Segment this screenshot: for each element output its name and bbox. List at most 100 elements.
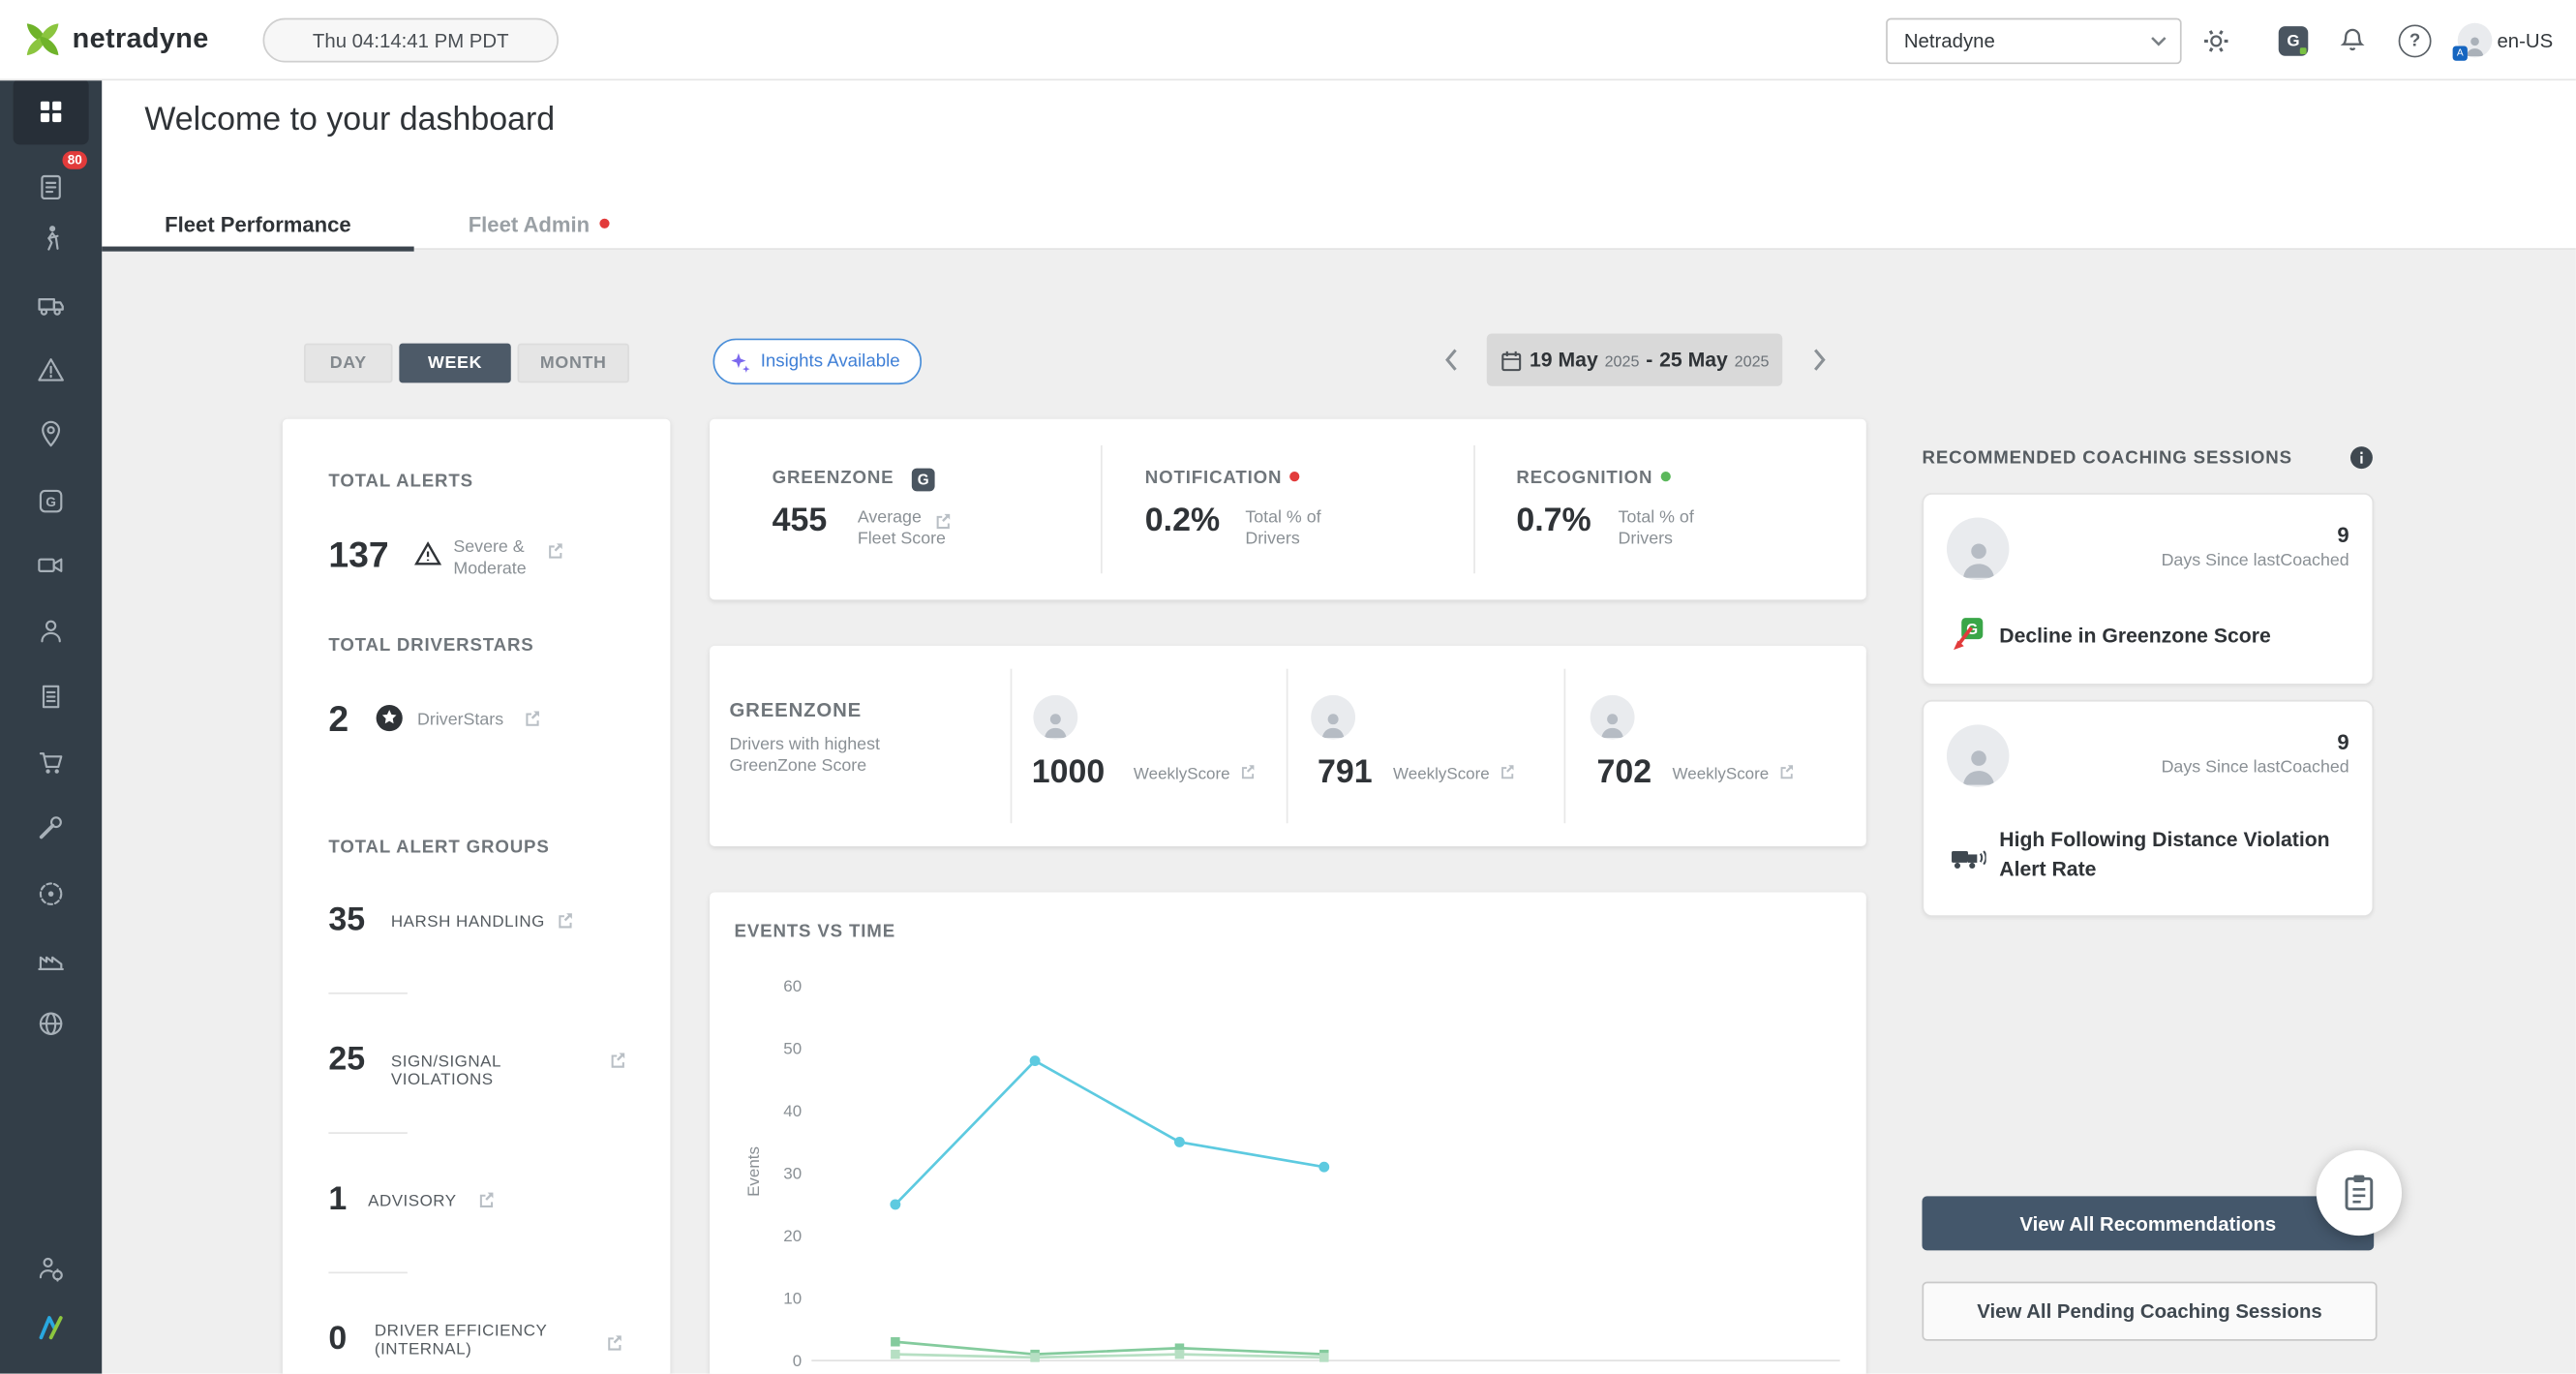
coaching-session-card[interactable]: 9 Days Since lastCoached G Decline in Gr… (1922, 493, 2374, 686)
driver-avatar (1591, 695, 1635, 740)
active-item-tile (14, 78, 89, 144)
coaching-title: RECOMMENDED COACHING SESSIONS (1922, 447, 2291, 467)
locale-label: en-US (2497, 30, 2553, 53)
range-day-button[interactable]: DAY (304, 344, 393, 383)
coaching-clipboard-fab[interactable] (2317, 1150, 2402, 1236)
session-avatar (1947, 724, 2009, 786)
kpi-recognition-label: Total % of Drivers (1619, 507, 1711, 551)
warning-icon (414, 540, 442, 566)
org-selector-dropdown[interactable]: Netradyne (1886, 18, 2181, 65)
alerts-summary-card: TOTAL ALERTS 137 Severe & Moderate TOTAL… (283, 419, 670, 1374)
clipboard-icon (2340, 1172, 2379, 1214)
days-since-label: Days Since lastCoached (2162, 757, 2349, 777)
sidebar-item-pedestrian[interactable] (0, 209, 102, 268)
alert-group-value: 25 (328, 1042, 365, 1080)
greenzone-badge-icon[interactable]: G (2279, 26, 2309, 56)
app-root: netradyne Thu 04:14:41 PM PDT Netradyne … (0, 0, 2576, 1374)
tab-bar: Fleet Performance Fleet Admin (102, 200, 2576, 250)
sidebar-item-dashboard[interactable] (0, 82, 102, 141)
coaching-session-card[interactable]: 9 Days Since lastCoached High Following … (1922, 700, 2374, 917)
range-week-button[interactable]: WEEK (399, 344, 510, 383)
external-link-icon[interactable] (933, 511, 953, 531)
star-badge-icon (375, 703, 405, 733)
alert-group-value: 1 (328, 1181, 347, 1219)
svg-text:30: 30 (783, 1165, 802, 1183)
page-title: Welcome to your dashboard (144, 102, 555, 139)
greenzone-top-drivers-card: GREENZONE Drivers with highest GreenZone… (710, 646, 1866, 846)
external-link-icon[interactable] (608, 1050, 627, 1069)
external-link-icon[interactable] (476, 1190, 496, 1209)
top-header: netradyne Thu 04:14:41 PM PDT Netradyne … (0, 0, 2576, 80)
driver-score-label: WeeklyScore (1134, 766, 1230, 786)
timestamp-text: Thu 04:14:41 PM PDT (313, 29, 509, 52)
help-icon[interactable]: ? (2399, 24, 2432, 57)
date-range-button[interactable]: 19 May 2025 - 25 May 2025 (1487, 333, 1782, 385)
sidebar-item-terminals[interactable] (0, 931, 102, 990)
globe-icon (36, 1009, 66, 1039)
sidebar-item-locations[interactable] (0, 404, 102, 463)
svg-text:0: 0 (793, 1352, 802, 1370)
days-since-value: 9 (2337, 729, 2349, 753)
greenzone-decline-icon: G (1950, 616, 1985, 652)
external-link-icon[interactable] (1499, 762, 1517, 780)
date-end: 25 May (1659, 349, 1728, 372)
notifications-bell-icon[interactable] (2338, 24, 2368, 55)
sidebar-item-tools[interactable] (0, 799, 102, 858)
date-start: 19 May (1530, 349, 1598, 372)
driverstars-value: 2 (328, 698, 349, 741)
green-dot (1661, 472, 1671, 481)
view-all-recommendations-button[interactable]: View All Recommendations (1922, 1196, 2374, 1250)
greenzone-card-subtitle: Drivers with highest GreenZone Score (729, 735, 885, 779)
sidebar-item-cameras[interactable] (0, 535, 102, 595)
external-link-icon[interactable] (556, 910, 575, 930)
alert-groups-title: TOTAL ALERT GROUPS (328, 838, 549, 857)
kpi-recognition-title: RECOGNITION (1516, 469, 1671, 488)
view-all-pending-button[interactable]: View All Pending Coaching Sessions (1922, 1282, 2377, 1341)
session-avatar (1947, 518, 2009, 580)
sidebar: 80 G (0, 78, 102, 1373)
days-since-value: 9 (2337, 523, 2349, 547)
sidebar-item-fleet[interactable] (0, 274, 102, 333)
total-alerts-title: TOTAL ALERTS (328, 472, 472, 491)
sidebar-item-geofence[interactable] (0, 865, 102, 924)
total-alerts-value: 137 (328, 534, 388, 577)
svg-text:G: G (45, 495, 56, 509)
insights-available-button[interactable]: Insights Available (712, 339, 921, 385)
sidebar-item-reports[interactable] (0, 667, 102, 726)
sidebar-item-admin[interactable] (0, 1239, 102, 1298)
sidebar-item-alerts[interactable] (0, 340, 102, 399)
greenzone-card-title: GREENZONE (729, 698, 862, 721)
tab-fleet-admin[interactable]: Fleet Admin (440, 200, 638, 247)
date-next-button[interactable] (1803, 345, 1834, 375)
divider (1011, 669, 1013, 824)
divider (328, 1271, 407, 1273)
driver-person-icon (36, 616, 66, 646)
tab-fleet-performance[interactable]: Fleet Performance (102, 200, 413, 252)
date-start-year: 2025 (1605, 352, 1640, 371)
sidebar-item-netradyne-mark[interactable] (0, 1298, 102, 1358)
user-avatar[interactable]: A (2458, 23, 2493, 58)
days-since-label: Days Since lastCoached (2162, 550, 2349, 569)
external-link-icon[interactable] (604, 1332, 623, 1352)
driverstars-label: DriverStars (417, 710, 503, 731)
range-month-button[interactable]: MONTH (518, 344, 629, 383)
dashboard-grid-icon (36, 97, 66, 127)
info-icon[interactable] (2349, 445, 2374, 470)
kpi-greenzone-title: GREENZONE (773, 469, 894, 488)
sidebar-item-explore[interactable] (0, 994, 102, 1053)
driver-score-label: WeeklyScore (1673, 766, 1770, 786)
external-link-icon[interactable] (545, 540, 564, 560)
external-link-icon[interactable] (1239, 762, 1258, 780)
sidebar-item-marketplace[interactable] (0, 733, 102, 792)
sidebar-item-drivers[interactable] (0, 601, 102, 660)
date-prev-button[interactable] (1436, 345, 1466, 375)
logo-text: netradyne (73, 23, 209, 56)
external-link-icon[interactable] (1777, 762, 1796, 780)
timestamp-button[interactable]: Thu 04:14:41 PM PDT (263, 18, 559, 63)
sidebar-item-greenzone[interactable]: G (0, 472, 102, 531)
driver-avatar (1311, 695, 1355, 740)
greenzone-g-icon: G (36, 486, 66, 516)
external-link-icon[interactable] (523, 708, 542, 727)
settings-gear-icon[interactable] (2201, 26, 2231, 56)
alert-dot (599, 219, 609, 229)
